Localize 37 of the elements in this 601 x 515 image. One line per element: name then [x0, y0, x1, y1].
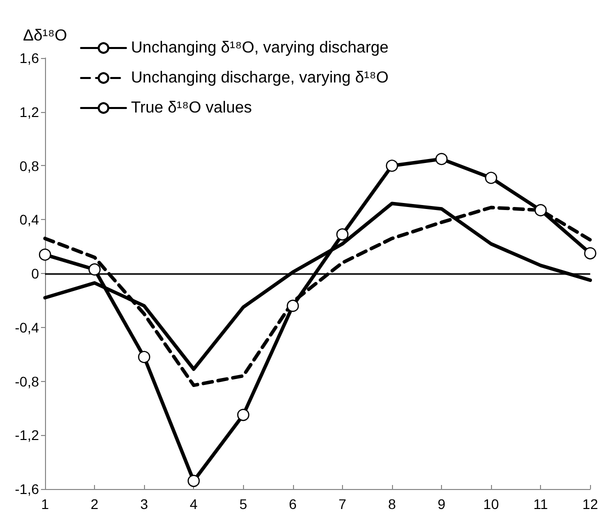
- point: [88, 263, 101, 276]
- x-tick-label: 1: [41, 496, 50, 512]
- point: [484, 172, 498, 184]
- x-tick-label: 8: [388, 496, 396, 512]
- legend-label: Unchanging δ¹⁸O, varying discharge: [131, 40, 389, 56]
- legend-label: Unchanging discharge, varying δ¹⁸O: [131, 70, 389, 86]
- y-axis-title: Δδ¹⁸O: [22, 28, 68, 44]
- y-tick-label: -1,2: [14, 427, 40, 444]
- point: [138, 350, 150, 364]
- legend-label: True δ¹⁸O values: [131, 100, 252, 116]
- point: [584, 247, 596, 260]
- y-tick-label: 0: [31, 266, 40, 282]
- x-tick-label: 9: [438, 496, 446, 512]
- y-tick-label: 1,2: [20, 104, 40, 120]
- point: [237, 408, 250, 422]
- y-tick-label: 1,6: [20, 50, 40, 66]
- point: [435, 152, 448, 166]
- point: [188, 474, 200, 488]
- x-tick-label: 11: [533, 496, 548, 512]
- x-tick-label: 3: [140, 496, 148, 512]
- point: [336, 228, 348, 241]
- x-tick-label: 4: [190, 496, 198, 512]
- y-tick-label: -1,6: [14, 481, 40, 497]
- point: [286, 300, 299, 312]
- y-tick-label: -0,8: [14, 373, 40, 390]
- point: [38, 248, 52, 261]
- y-tick-label: 0,4: [20, 212, 40, 228]
- y-tick-label: 0,8: [20, 158, 40, 174]
- y-tick-label: -0,4: [14, 319, 40, 336]
- x-tick-label: 2: [90, 496, 99, 512]
- x-tick-label: 12: [582, 496, 598, 512]
- x-tick-label: 6: [288, 496, 297, 512]
- x-tick-label: 7: [338, 496, 346, 512]
- point: [386, 160, 398, 172]
- x-tick-label: 10: [483, 496, 500, 512]
- x-tick-label: 5: [239, 496, 248, 512]
- point: [534, 204, 547, 216]
